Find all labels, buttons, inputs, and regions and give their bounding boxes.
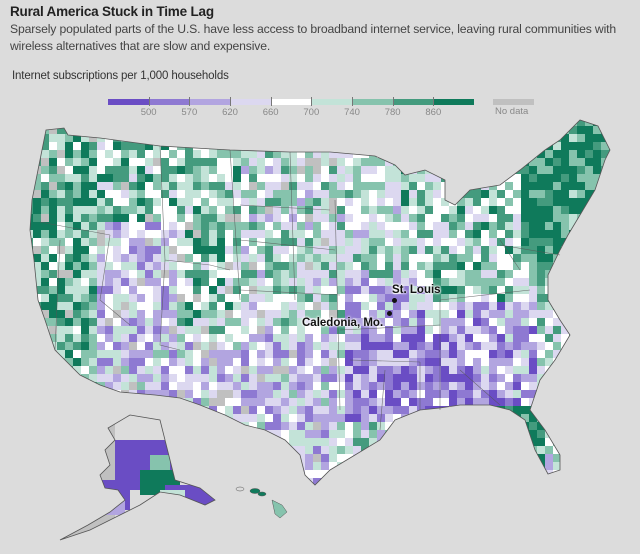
legend-tick-label: 570 xyxy=(181,107,198,118)
legend-tick-label: 700 xyxy=(303,107,320,118)
legend-tick xyxy=(270,97,272,106)
hawaii xyxy=(235,486,288,519)
legend-swatch xyxy=(270,99,312,105)
legend-tick xyxy=(230,97,231,106)
legend-tick xyxy=(392,97,394,106)
legend-tick-label: 740 xyxy=(344,107,360,118)
no-data-label: No data xyxy=(495,106,529,117)
label-st-louis: St. Louis xyxy=(392,284,441,296)
chart-title: Rural America Stuck in Time Lag xyxy=(10,4,214,19)
label-caledonia: Caledonia, Mo. xyxy=(302,317,384,329)
chart-subtitle: Sparsely populated parts of the U.S. hav… xyxy=(10,22,616,53)
legend-swatch xyxy=(433,99,474,105)
legend-swatch xyxy=(311,99,352,105)
legend-tick xyxy=(352,97,353,106)
marker-st-louis xyxy=(392,298,397,303)
legend-tick-label: 780 xyxy=(384,107,401,118)
legend-tick xyxy=(189,97,191,106)
marker-caledonia xyxy=(387,311,392,316)
legend-tick-label: 660 xyxy=(262,107,279,118)
legend-swatch xyxy=(392,99,434,105)
legend-swatch xyxy=(229,99,271,105)
legend-tick-label: 860 xyxy=(425,107,442,118)
legend-tick-label: 500 xyxy=(140,107,157,118)
legend-swatch xyxy=(108,99,149,105)
no-data-swatch xyxy=(493,99,534,105)
us-county-map xyxy=(29,119,611,541)
color-legend xyxy=(108,99,474,105)
legend-swatch xyxy=(351,99,393,105)
legend-tick xyxy=(433,97,435,106)
legend-swatch xyxy=(148,99,190,105)
legend-title: Internet subscriptions per 1,000 househo… xyxy=(12,70,229,82)
legend-tick xyxy=(311,97,313,106)
legend-tick xyxy=(148,97,150,106)
legend-tick-label: 620 xyxy=(222,107,238,118)
legend-swatch xyxy=(189,99,230,105)
